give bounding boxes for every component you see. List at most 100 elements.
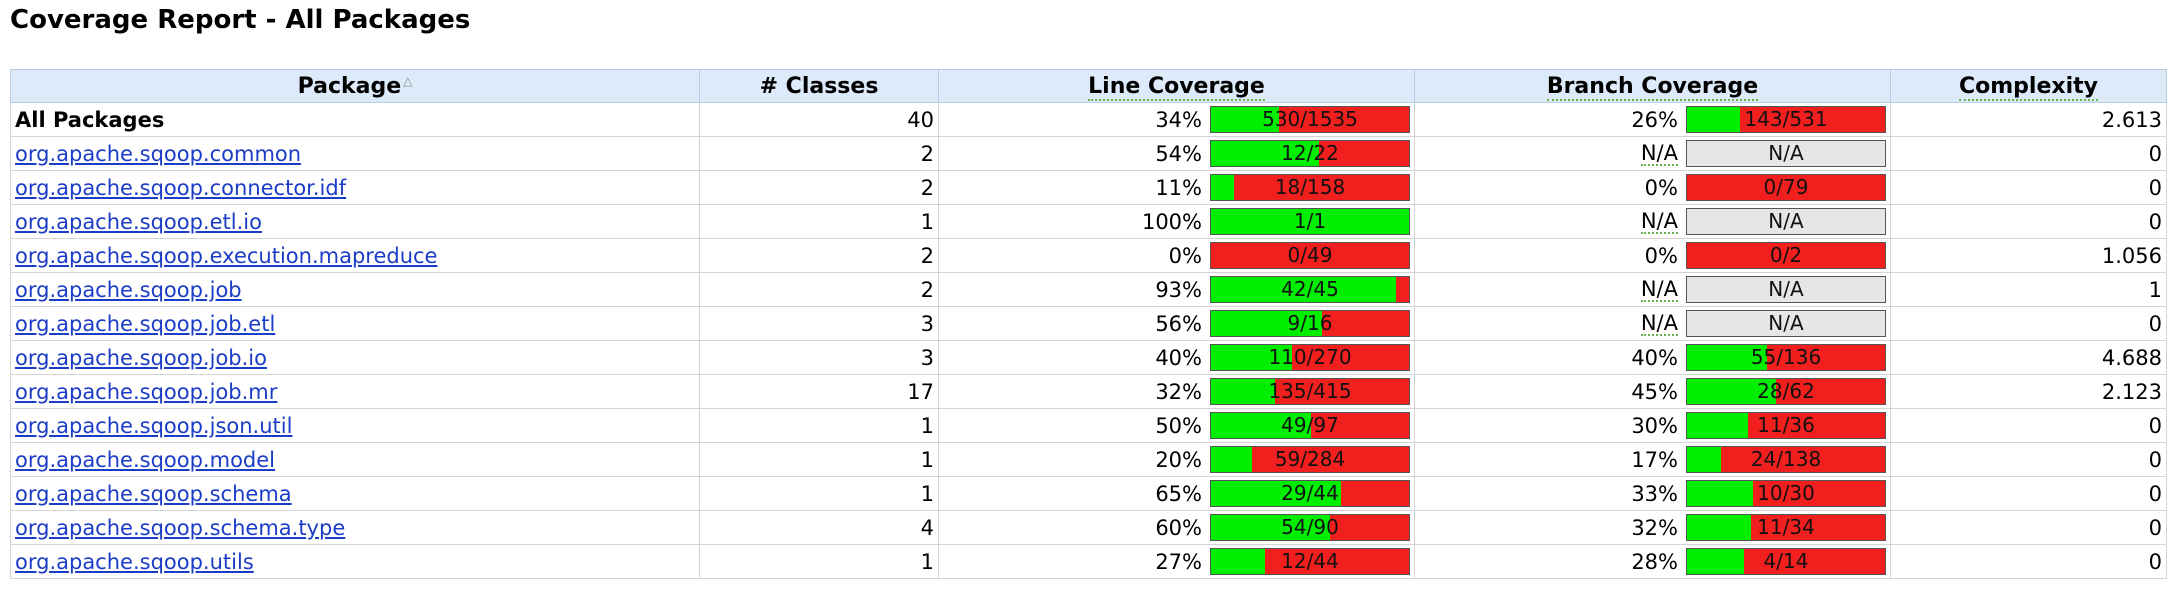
line-coverage-cell: 60% 54/90 bbox=[938, 510, 1415, 545]
package-link[interactable]: org.apache.sqoop.connector.idf bbox=[15, 175, 347, 200]
line-coverage-fraction: 49/97 bbox=[1281, 413, 1339, 437]
header-row: Package △ # Classes Line Coverage Branch … bbox=[10, 69, 2167, 103]
branch-coverage-bar: 55/136 bbox=[1686, 344, 1886, 371]
line-coverage-bar: 54/90 bbox=[1210, 514, 1410, 541]
header-branch-coverage[interactable]: Branch Coverage bbox=[1414, 69, 1891, 103]
line-coverage-bar-fill bbox=[1211, 277, 1396, 302]
table-row: org.apache.sqoop.model 1 20% 59/284 17% 24/13… bbox=[10, 442, 2167, 477]
branch-coverage-bar-fill bbox=[1687, 549, 1744, 574]
package-link[interactable]: org.apache.sqoop.model bbox=[15, 447, 275, 472]
branch-coverage-percent: 40% bbox=[1631, 345, 1678, 370]
package-link[interactable]: org.apache.sqoop.utils bbox=[15, 549, 254, 574]
line-coverage-bar: 49/97 bbox=[1210, 412, 1410, 439]
complexity-value: 4.688 bbox=[1890, 340, 2167, 375]
branch-coverage-fraction: 0/2 bbox=[1769, 243, 1803, 267]
package-link[interactable]: org.apache.sqoop.schema.type bbox=[15, 515, 346, 540]
line-coverage-bar-fill bbox=[1211, 345, 1292, 370]
line-coverage-percent: 27% bbox=[1155, 549, 1202, 574]
line-coverage-bar-fill bbox=[1211, 413, 1311, 438]
package-link[interactable]: org.apache.sqoop.execution.mapreduce bbox=[15, 243, 438, 268]
package-name-cell: org.apache.sqoop.connector.idf bbox=[10, 170, 700, 205]
branch-coverage-percent: 17% bbox=[1631, 447, 1678, 472]
line-coverage-cell: 56% 9/16 bbox=[938, 306, 1415, 341]
line-coverage-fraction: 18/158 bbox=[1274, 175, 1346, 199]
line-coverage-fraction: 29/44 bbox=[1281, 481, 1339, 505]
branch-coverage-percent: 45% bbox=[1631, 379, 1678, 404]
branch-coverage-fraction: N/A bbox=[1768, 311, 1804, 335]
complexity-value: 0 bbox=[1890, 442, 2167, 477]
line-coverage-cell: 93% 42/45 bbox=[938, 272, 1415, 307]
branch-coverage-cell: N/A N/A bbox=[1414, 136, 1891, 171]
classes-count: 2 bbox=[699, 136, 939, 171]
line-coverage-percent: 56% bbox=[1155, 311, 1202, 336]
line-coverage-cell: 100% 1/1 bbox=[938, 204, 1415, 239]
classes-count: 1 bbox=[699, 476, 939, 511]
package-link[interactable]: org.apache.sqoop.job.etl bbox=[15, 311, 276, 336]
line-coverage-bar: 0/49 bbox=[1210, 242, 1410, 269]
header-classes[interactable]: # Classes bbox=[699, 69, 939, 103]
branch-coverage-cell: 45% 28/62 bbox=[1414, 374, 1891, 409]
line-coverage-cell: 54% 12/22 bbox=[938, 136, 1415, 171]
branch-coverage-fraction: 0/79 bbox=[1763, 175, 1809, 199]
branch-coverage-percent: N/A bbox=[1640, 140, 1678, 166]
complexity-value: 2.613 bbox=[1890, 102, 2167, 137]
line-coverage-fraction: 110/270 bbox=[1268, 345, 1352, 369]
branch-coverage-fraction: 10/30 bbox=[1757, 481, 1815, 505]
line-coverage-percent: 60% bbox=[1155, 515, 1202, 540]
classes-count: 3 bbox=[699, 306, 939, 341]
line-coverage-bar-fill bbox=[1211, 515, 1330, 540]
header-line-coverage[interactable]: Line Coverage bbox=[938, 69, 1415, 103]
branch-coverage-fraction: 28/62 bbox=[1757, 379, 1815, 403]
branch-coverage-percent: 0% bbox=[1644, 175, 1678, 200]
package-link[interactable]: org.apache.sqoop.json.util bbox=[15, 413, 293, 438]
branch-coverage-percent: 26% bbox=[1631, 107, 1678, 132]
classes-count: 2 bbox=[699, 272, 939, 307]
branch-coverage-cell: N/A N/A bbox=[1414, 272, 1891, 307]
line-coverage-fraction: 12/44 bbox=[1281, 549, 1339, 573]
branch-coverage-cell: N/A N/A bbox=[1414, 204, 1891, 239]
branch-coverage-cell: 33% 10/30 bbox=[1414, 476, 1891, 511]
classes-count: 17 bbox=[699, 374, 939, 409]
branch-coverage-cell: N/A N/A bbox=[1414, 306, 1891, 341]
table-row: org.apache.sqoop.utils 1 27% 12/44 28% 4/14 0 bbox=[10, 544, 2167, 579]
header-package[interactable]: Package △ bbox=[10, 69, 700, 103]
package-link[interactable]: org.apache.sqoop.common bbox=[15, 141, 302, 166]
line-coverage-cell: 34% 530/1535 bbox=[938, 102, 1415, 137]
complexity-value: 0 bbox=[1890, 544, 2167, 579]
package-link[interactable]: org.apache.sqoop.job.mr bbox=[15, 379, 278, 404]
package-name-cell: org.apache.sqoop.json.util bbox=[10, 408, 700, 443]
package-link[interactable]: org.apache.sqoop.job.io bbox=[15, 345, 267, 370]
classes-count: 4 bbox=[699, 510, 939, 545]
line-coverage-bar: 12/22 bbox=[1210, 140, 1410, 167]
complexity-value: 1 bbox=[1890, 272, 2167, 307]
classes-count: 1 bbox=[699, 204, 939, 239]
branch-coverage-percent: 0% bbox=[1644, 243, 1678, 268]
branch-coverage-bar: 11/34 bbox=[1686, 514, 1886, 541]
line-coverage-fraction: 135/415 bbox=[1268, 379, 1352, 403]
branch-coverage-fraction: 11/34 bbox=[1757, 515, 1815, 539]
line-coverage-bar-fill bbox=[1211, 209, 1409, 234]
line-coverage-bar: 9/16 bbox=[1210, 310, 1410, 337]
branch-coverage-bar: 4/14 bbox=[1686, 548, 1886, 575]
package-link[interactable]: org.apache.sqoop.schema bbox=[15, 481, 292, 506]
branch-coverage-bar: N/A bbox=[1686, 276, 1886, 303]
line-coverage-cell: 0% 0/49 bbox=[938, 238, 1415, 273]
line-coverage-bar-fill bbox=[1211, 447, 1253, 472]
classes-count: 2 bbox=[699, 238, 939, 273]
header-complexity[interactable]: Complexity bbox=[1890, 69, 2167, 103]
table-row: org.apache.sqoop.etl.io 1 100% 1/1 N/A N/A 0 bbox=[10, 204, 2167, 239]
branch-coverage-bar-fill bbox=[1687, 515, 1752, 540]
branch-coverage-fraction: 4/14 bbox=[1763, 549, 1809, 573]
package-link[interactable]: org.apache.sqoop.etl.io bbox=[15, 209, 262, 234]
complexity-value: 0 bbox=[1890, 136, 2167, 171]
table-row: org.apache.sqoop.job 2 93% 42/45 N/A N/A 1 bbox=[10, 272, 2167, 307]
complexity-value: 0 bbox=[1890, 170, 2167, 205]
line-coverage-percent: 34% bbox=[1155, 107, 1202, 132]
line-coverage-bar: 12/44 bbox=[1210, 548, 1410, 575]
package-link[interactable]: org.apache.sqoop.job bbox=[15, 277, 242, 302]
coverage-table: Package △ # Classes Line Coverage Branch … bbox=[10, 69, 2167, 579]
classes-count: 1 bbox=[699, 544, 939, 579]
line-coverage-percent: 93% bbox=[1155, 277, 1202, 302]
classes-count: 3 bbox=[699, 340, 939, 375]
package-name-cell: org.apache.sqoop.execution.mapreduce bbox=[10, 238, 700, 273]
